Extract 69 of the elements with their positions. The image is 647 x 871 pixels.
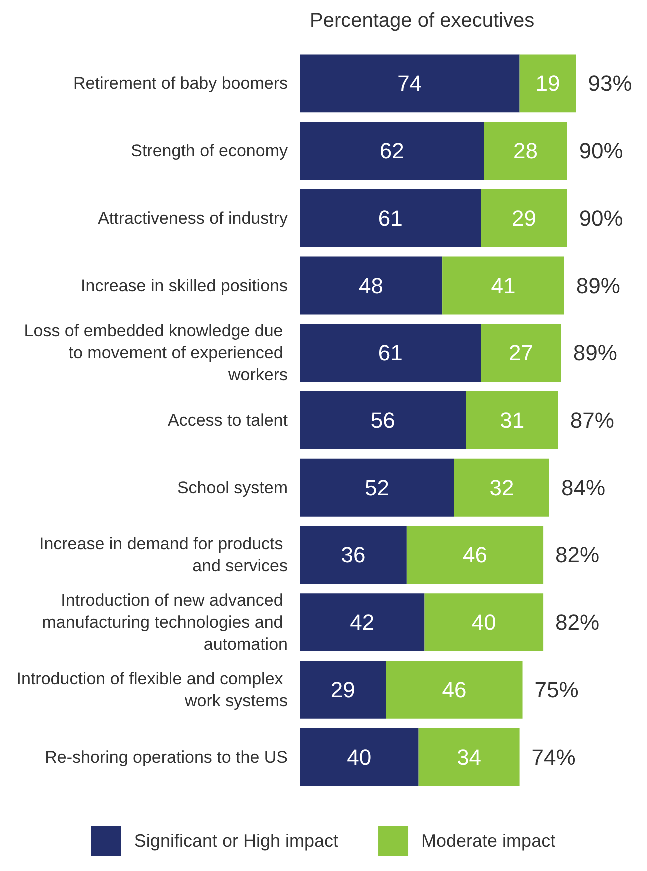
bar xyxy=(481,189,568,248)
bar xyxy=(484,122,568,180)
total-label: 89% xyxy=(573,340,618,366)
total-label: 82% xyxy=(556,542,600,568)
total-label: 75% xyxy=(534,677,579,702)
bar xyxy=(300,256,443,315)
total-label: 89% xyxy=(576,273,620,298)
bar xyxy=(300,594,425,652)
data-label: 31 xyxy=(500,408,525,433)
data-label: 29 xyxy=(330,677,356,702)
data-label: 29 xyxy=(512,206,536,231)
data-label: 36 xyxy=(341,542,366,568)
data-label: 34 xyxy=(457,744,482,770)
data-label: 62 xyxy=(380,138,404,164)
bar xyxy=(406,526,544,584)
y-tick-label: Attractiveness of industry xyxy=(98,208,288,228)
bar xyxy=(424,594,544,652)
bar xyxy=(442,256,564,315)
data-label: 48 xyxy=(359,273,384,298)
data-label: 46 xyxy=(463,542,488,568)
bar xyxy=(300,728,419,786)
total-label: 74% xyxy=(532,744,576,770)
y-tick-label: Introduction of flexible and complex work systems xyxy=(16,669,288,710)
total-label: 90% xyxy=(579,138,624,164)
y-tick-label: Introduction of new advanced manufacturing technologies and automation xyxy=(42,591,288,654)
bar xyxy=(300,526,407,584)
total-label: 84% xyxy=(562,475,606,500)
bar xyxy=(520,54,576,113)
data-label: 41 xyxy=(491,273,516,298)
total-label: 90% xyxy=(579,206,624,231)
total-label: 82% xyxy=(556,610,600,636)
data-label: 61 xyxy=(378,206,403,231)
y-tick-label: School system xyxy=(177,478,288,498)
data-label: 61 xyxy=(378,340,403,366)
bar xyxy=(300,122,484,180)
data-label: 27 xyxy=(509,340,534,366)
y-tick-label: Loss of embedded knowledge due to movement of experienced workers xyxy=(24,322,288,385)
bar xyxy=(300,392,466,450)
data-label: 74 xyxy=(398,71,422,96)
total-label: 87% xyxy=(570,408,614,433)
data-label: 19 xyxy=(536,71,560,96)
y-tick-label: Increase in demand for products and services xyxy=(39,534,288,576)
total-label: 93% xyxy=(588,71,632,96)
y-tick-label: Access to talent xyxy=(168,411,288,430)
data-label: 52 xyxy=(364,475,390,500)
chart-title: Percentage of executives xyxy=(310,10,535,32)
bar xyxy=(300,54,520,113)
data-label: 56 xyxy=(370,408,396,433)
data-label: 28 xyxy=(513,138,538,164)
bar xyxy=(386,660,523,719)
data-label: 40 xyxy=(472,610,496,636)
data-label: 42 xyxy=(350,610,375,636)
data-label: 46 xyxy=(442,677,467,702)
legend-label: Significant or High impact xyxy=(134,831,339,851)
legend-label: Moderate impact xyxy=(422,831,556,851)
bar xyxy=(300,189,482,248)
y-tick-label: Increase in skilled positions xyxy=(81,276,288,296)
bar xyxy=(300,324,482,382)
y-tick-label: Retirement of baby boomers xyxy=(74,74,288,94)
y-tick-label: Re-shoring operations to the US xyxy=(45,748,288,767)
bar xyxy=(454,458,550,517)
bar xyxy=(466,392,558,450)
bar xyxy=(300,458,454,517)
bar xyxy=(418,728,520,786)
y-tick-label: Strength of economy xyxy=(131,142,288,161)
data-label: 40 xyxy=(347,744,372,770)
bar xyxy=(300,660,386,719)
data-label: 32 xyxy=(490,475,514,500)
bar xyxy=(481,324,562,382)
